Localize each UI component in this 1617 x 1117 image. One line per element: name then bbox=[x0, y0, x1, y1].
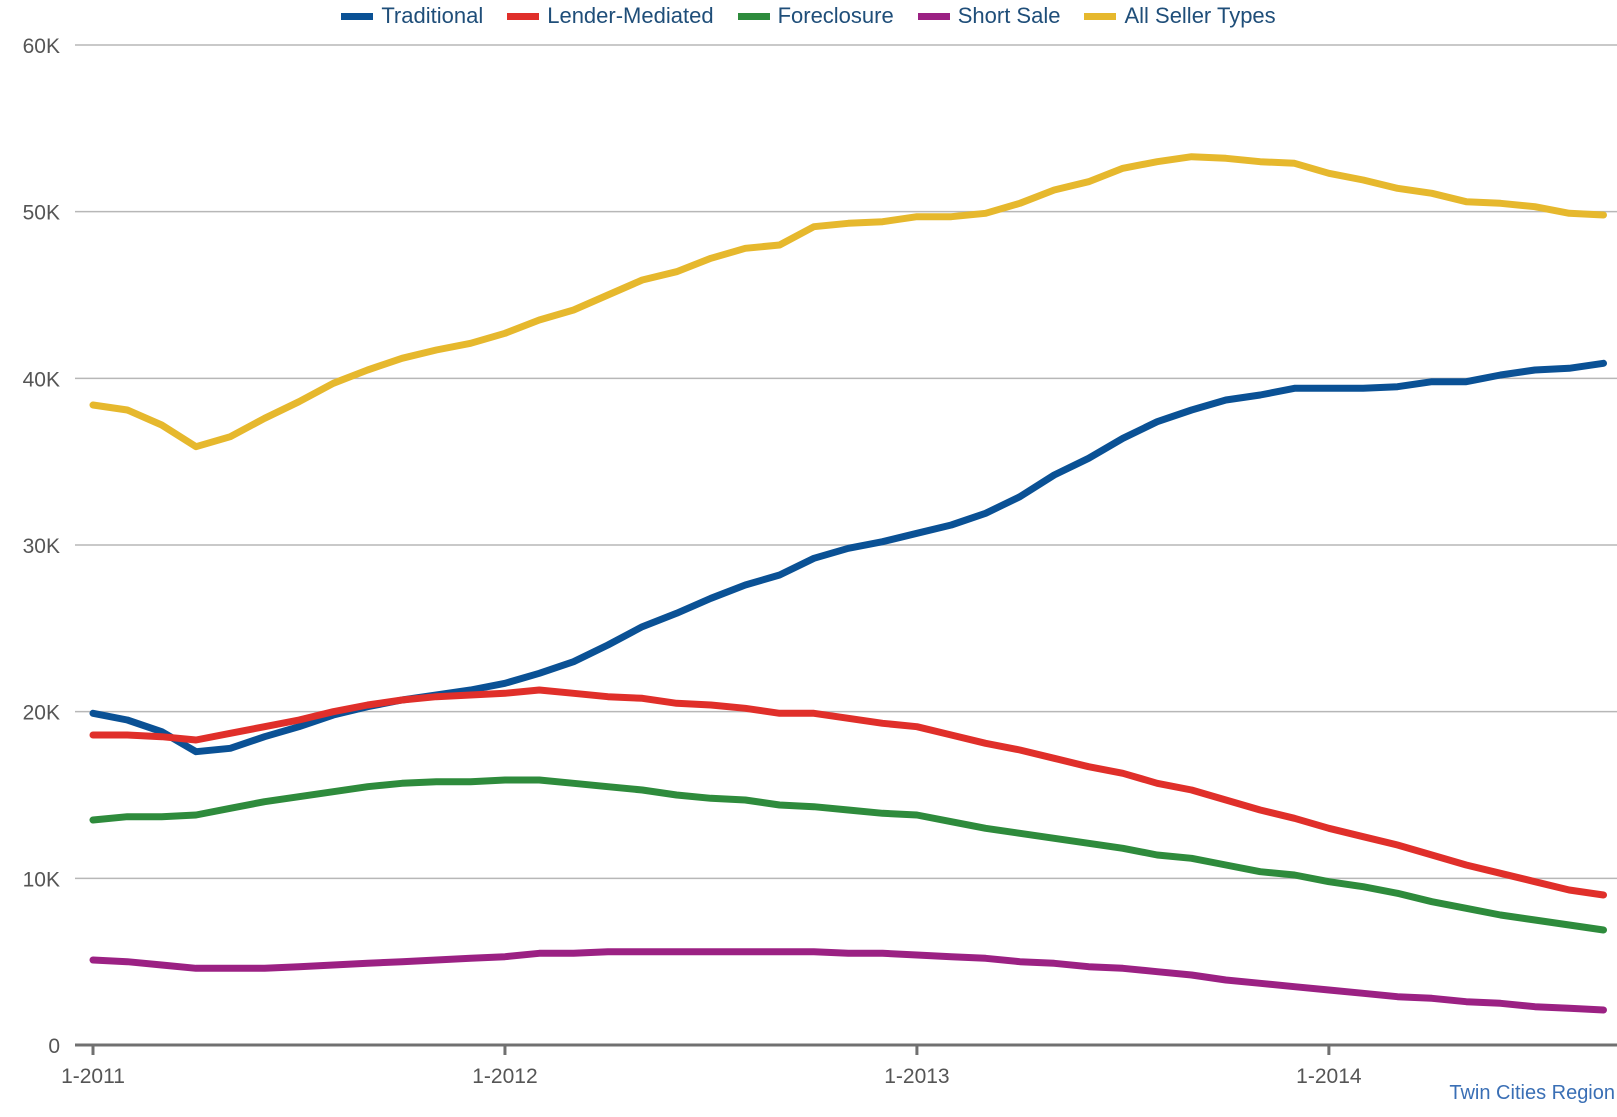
y-tick-label: 40K bbox=[23, 368, 60, 391]
legend-item-short-sale: Short Sale bbox=[917, 3, 1061, 29]
legend-swatch bbox=[341, 12, 374, 20]
y-tick-label: 50K bbox=[23, 202, 60, 225]
legend-label: Lender-Mediated bbox=[547, 3, 714, 28]
y-tick-label: 60K bbox=[23, 35, 60, 58]
x-tick-label: 1-2011 bbox=[61, 1065, 125, 1088]
y-tick-label: 0 bbox=[48, 1035, 60, 1058]
legend: Traditional Lender-Mediated Foreclosure Sho… bbox=[0, 3, 1617, 29]
legend-swatch bbox=[737, 12, 770, 20]
legend-swatch bbox=[1084, 12, 1117, 20]
series-line-short-sale bbox=[89, 948, 1607, 1014]
y-axis: 0 10K 20K 30K 40K 50K 60K bbox=[23, 35, 60, 1058]
legend-label: All Seller Types bbox=[1124, 3, 1276, 28]
x-tick-label: 1-2013 bbox=[884, 1065, 949, 1088]
region-footnote: Twin Cities Region bbox=[1449, 1082, 1615, 1104]
legend-label: Traditional bbox=[381, 3, 484, 28]
legend-swatch bbox=[917, 12, 950, 20]
legend-item-lender-mediated: Lender-Mediated bbox=[507, 3, 714, 29]
series-line-traditional bbox=[89, 359, 1607, 756]
y-tick-label: 10K bbox=[23, 868, 60, 891]
y-tick-label: 30K bbox=[23, 535, 60, 558]
x-tick-label: 1-2014 bbox=[1296, 1065, 1362, 1088]
y-tick-label: 20K bbox=[23, 702, 60, 725]
x-tick-label: 1-2012 bbox=[472, 1065, 537, 1088]
legend-item-all-seller-types: All Seller Types bbox=[1084, 3, 1276, 29]
x-axis: 1-2011 1-2012 1-2013 1-2014 bbox=[61, 1043, 1617, 1088]
legend-swatch bbox=[507, 12, 540, 20]
legend-label: Foreclosure bbox=[777, 3, 894, 28]
series-line-all-seller-types bbox=[89, 153, 1607, 451]
legend-item-traditional: Traditional bbox=[341, 3, 483, 29]
legend-label: Short Sale bbox=[957, 3, 1061, 28]
gridlines bbox=[75, 44, 1617, 880]
series-line-foreclosure bbox=[89, 776, 1607, 934]
series-line-lender-mediated bbox=[89, 686, 1607, 899]
series-lines bbox=[89, 153, 1607, 1014]
legend-item-foreclosure: Foreclosure bbox=[737, 3, 894, 29]
